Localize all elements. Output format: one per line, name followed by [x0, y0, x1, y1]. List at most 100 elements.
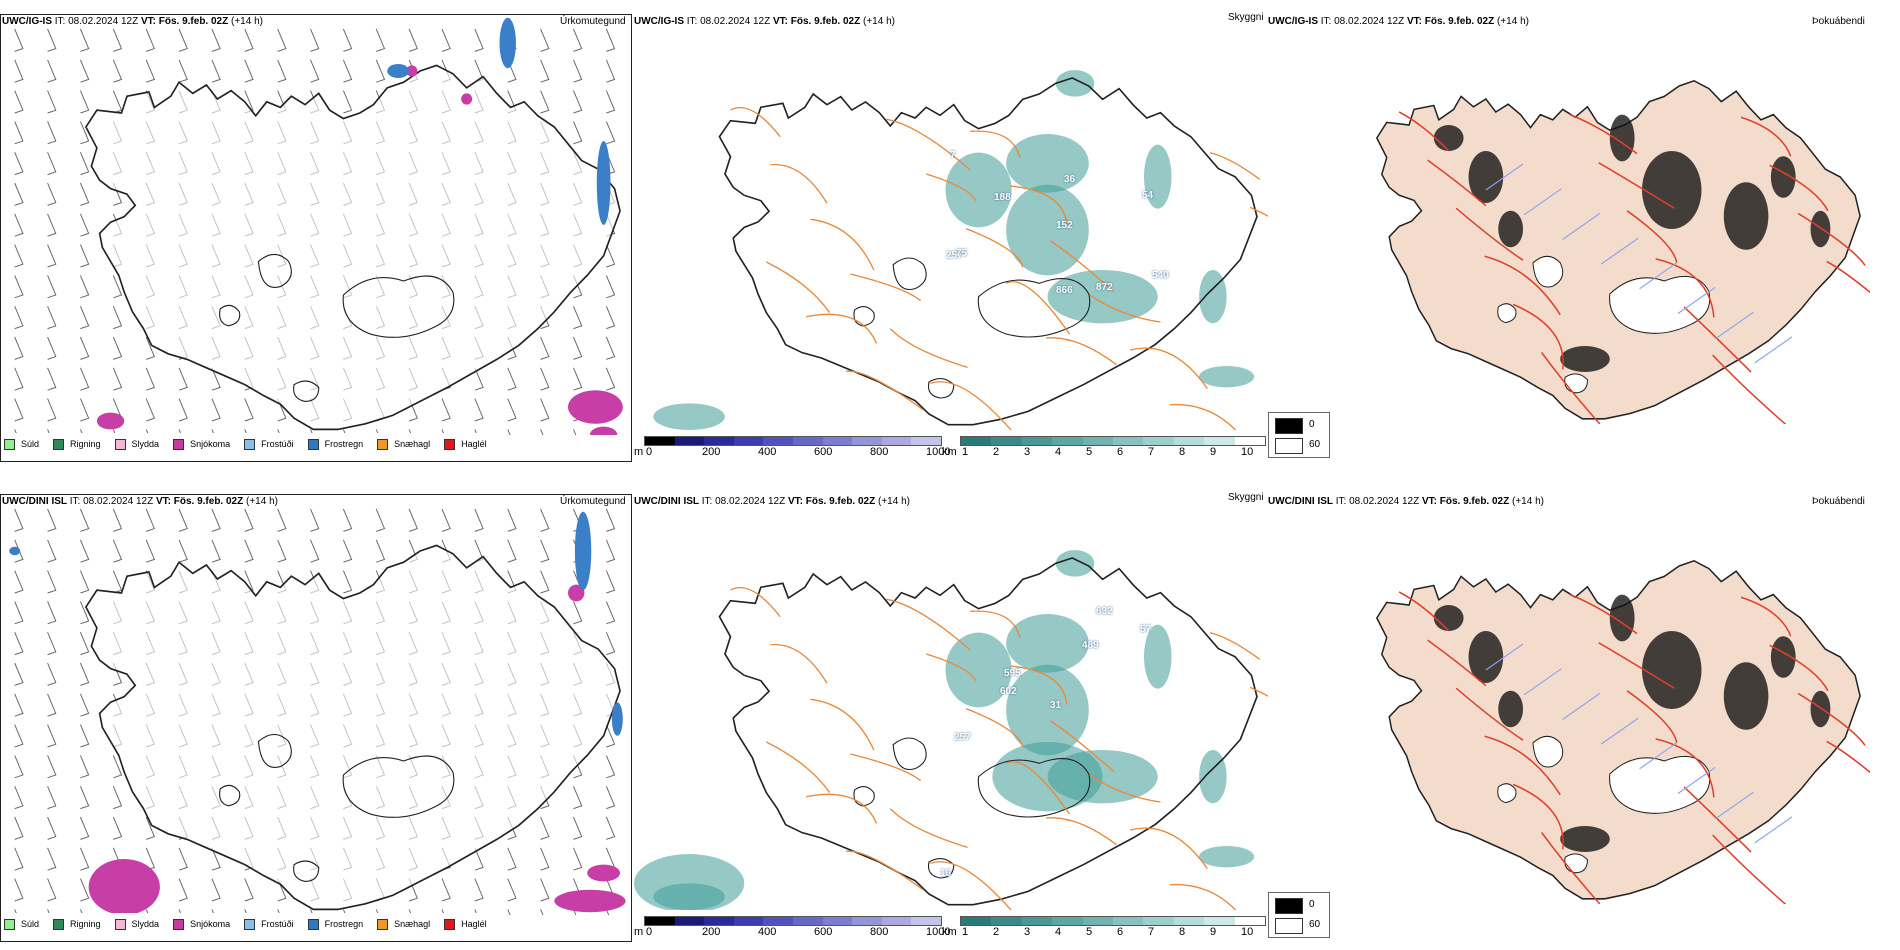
wind-barb — [112, 755, 123, 779]
colorbar-km-strip — [960, 436, 1266, 446]
valid-time: Fös. 9.feb. 02Z — [1424, 16, 1495, 27]
legend-item: Frostúði — [244, 438, 294, 450]
legend-label: Snjókoma — [190, 439, 231, 449]
wind-barb — [14, 152, 24, 176]
panel-title-visibility: Skyggni — [1228, 12, 1264, 23]
wind-barb — [605, 816, 616, 840]
glacier-outline — [257, 253, 292, 288]
legend-swatch — [377, 918, 389, 930]
road — [1010, 665, 1068, 705]
colorbar-cell — [1204, 437, 1235, 445]
colorbar-cell — [881, 917, 912, 925]
init-label: IT: — [1335, 496, 1347, 507]
wind-barb — [79, 244, 90, 268]
glacier-outline — [257, 733, 292, 768]
visibility-value-label: 866 — [1056, 285, 1073, 296]
road — [1427, 639, 1487, 687]
wind-barb — [178, 367, 188, 391]
wind-barb — [310, 28, 320, 52]
wind-barb — [540, 90, 550, 114]
fog-legend: 0 60 — [1268, 412, 1330, 458]
init-time: 08.02.2024 12Z — [715, 496, 786, 507]
colorbar-cell — [704, 437, 734, 445]
wind-barb — [507, 508, 517, 532]
fog-patch — [1560, 826, 1610, 852]
wind-barb — [244, 28, 254, 52]
wind-barb — [573, 121, 583, 145]
fog-legend-white-label: 60 — [1309, 919, 1321, 930]
road — [1046, 817, 1117, 846]
colorbar-tick: 600 — [814, 446, 833, 458]
visibility-panel — [634, 510, 1268, 910]
panel-title-precip: Úrkomutegund — [560, 16, 626, 27]
wind-barb — [375, 59, 386, 83]
road — [1249, 686, 1268, 697]
wind-barb — [605, 601, 616, 625]
iceland-outline — [718, 77, 1258, 426]
road — [930, 861, 1012, 910]
visibility-area — [1199, 750, 1227, 804]
wind-barb — [474, 28, 484, 52]
glacier-outline — [342, 755, 455, 818]
wind-barb — [14, 213, 24, 237]
road — [850, 273, 922, 302]
road — [1626, 210, 1678, 263]
colorbar-meters-strip — [644, 916, 942, 926]
fog-patch — [1498, 210, 1524, 248]
valid-label: VT: — [1406, 16, 1422, 27]
precip-map — [9, 508, 626, 915]
glacier-outline — [977, 758, 1091, 818]
legend-label: Haglél — [461, 919, 487, 929]
visibility-area — [1006, 134, 1089, 193]
legend-swatch — [307, 918, 319, 930]
wind-barb — [178, 539, 188, 563]
colorbar-cell — [1113, 917, 1144, 925]
road — [1049, 720, 1115, 772]
wind-barb — [47, 662, 57, 686]
glacier — [1532, 255, 1564, 288]
river — [1677, 767, 1716, 794]
wind-barb — [474, 398, 484, 422]
vis-map — [634, 550, 1268, 910]
road — [1569, 113, 1638, 155]
wind-barb — [605, 724, 616, 748]
wind-barb — [277, 59, 287, 83]
road — [1484, 735, 1561, 796]
wind-barb — [474, 508, 484, 532]
fog-patch — [1770, 156, 1796, 198]
wind-barb — [474, 878, 484, 902]
fog-legend-black — [1275, 418, 1303, 434]
panel-title-fog: Þokuábendi — [1812, 16, 1865, 27]
colorbar-tick: 600 — [814, 926, 833, 938]
road — [889, 328, 968, 368]
wind-barb — [14, 336, 24, 360]
wind-barb — [342, 539, 353, 563]
fog-map — [1375, 559, 1870, 904]
road — [1683, 786, 1752, 853]
wind-barb — [112, 90, 123, 114]
road — [846, 370, 924, 411]
visibility-value-label: 602 — [1000, 686, 1017, 697]
colorbar-cell — [1113, 437, 1144, 445]
wind-barb — [47, 90, 57, 114]
wind-barb — [112, 59, 123, 83]
road — [925, 173, 977, 202]
legend-label: Súld — [21, 919, 40, 929]
wind-barb — [211, 508, 221, 532]
wind-barb — [573, 601, 583, 625]
colorbar-tick: 8 — [1179, 446, 1186, 458]
colorbar-tick: 10 — [1241, 926, 1254, 938]
river — [1754, 336, 1793, 364]
wind-barb — [14, 367, 24, 391]
visibility-value-label: 872 — [1096, 282, 1113, 293]
snow-area — [406, 65, 418, 77]
wind-barb — [79, 152, 90, 176]
vis-map — [653, 70, 1268, 430]
panel-header: UWC/DINI ISL IT: 08.02.2024 12Z VT: Fös.… — [1268, 496, 1544, 508]
wind-barb — [507, 367, 517, 391]
legend-label: Slydda — [131, 439, 160, 449]
wind-barb — [507, 429, 511, 435]
wind-barb — [14, 306, 24, 330]
colorbar-cell — [792, 917, 823, 925]
road — [1769, 164, 1829, 212]
